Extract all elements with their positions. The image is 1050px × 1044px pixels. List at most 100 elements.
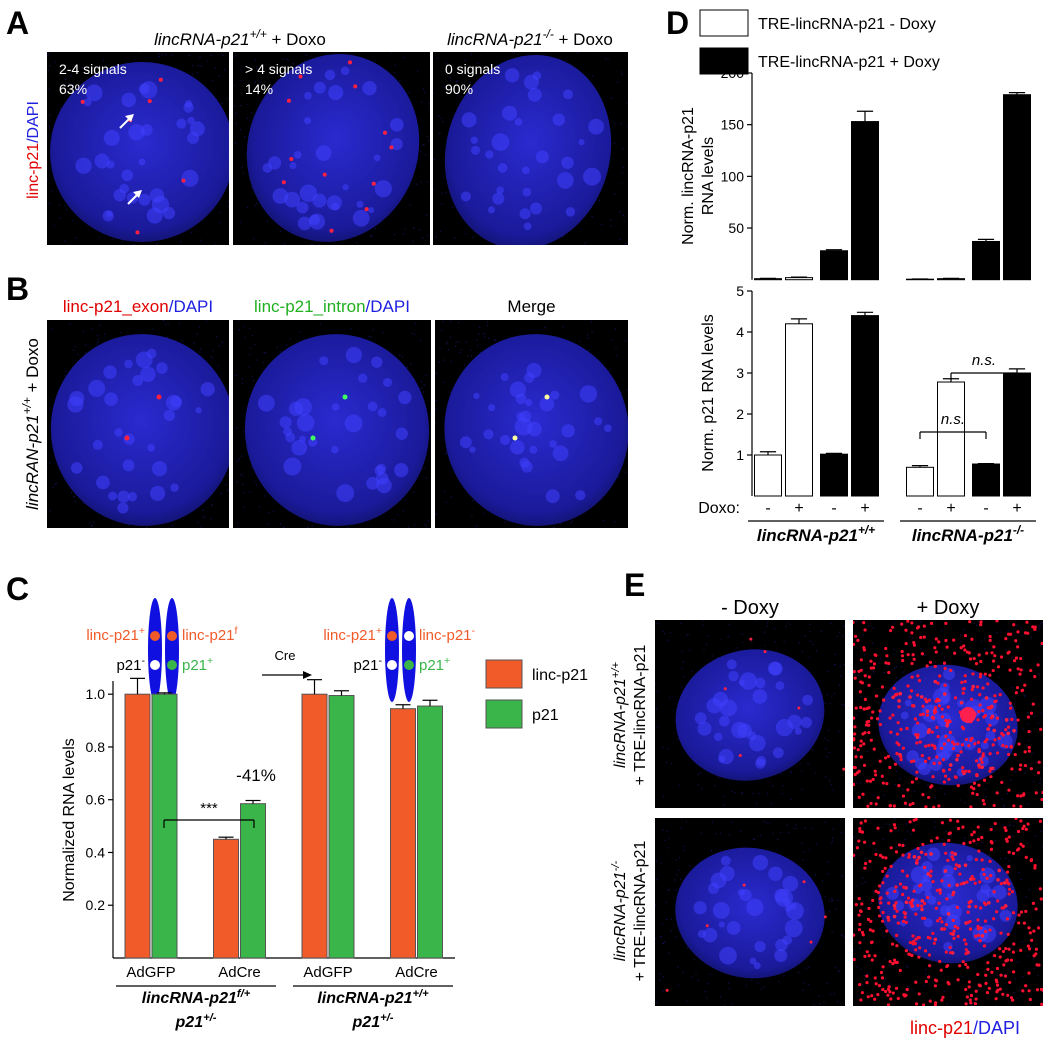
signal — [724, 687, 727, 690]
signal — [929, 870, 932, 873]
noise — [800, 762, 801, 763]
signal — [854, 755, 857, 758]
signal — [906, 788, 909, 791]
signal — [895, 752, 898, 755]
noise — [244, 337, 245, 338]
signal — [956, 742, 959, 745]
noise — [194, 342, 195, 343]
signal — [974, 935, 977, 938]
signal — [1006, 871, 1009, 874]
noise — [1040, 623, 1041, 624]
bar — [418, 706, 443, 958]
noise — [426, 526, 427, 527]
noise — [252, 335, 253, 336]
signal — [881, 976, 884, 979]
signal — [928, 937, 931, 940]
signal — [1027, 989, 1030, 992]
noise — [419, 229, 420, 230]
noise — [64, 240, 65, 241]
noise — [737, 647, 738, 648]
signal — [966, 995, 969, 998]
panel-letter: B — [6, 271, 29, 307]
signal — [997, 869, 1001, 873]
signal — [996, 791, 999, 794]
signal — [985, 652, 988, 655]
signal — [879, 901, 882, 904]
noise — [1040, 779, 1041, 780]
signal — [884, 856, 887, 859]
superscript: + — [139, 625, 145, 637]
noise — [841, 934, 842, 935]
noise — [1015, 978, 1016, 979]
allele — [387, 631, 397, 641]
noise — [662, 747, 663, 748]
signal — [969, 998, 972, 1001]
noise — [813, 1004, 814, 1005]
x-tick-label: - — [831, 500, 836, 517]
label: p21+ — [419, 655, 450, 674]
signal — [854, 635, 857, 638]
signal — [852, 643, 855, 646]
noise — [790, 770, 791, 771]
noise — [258, 506, 259, 507]
noise — [74, 501, 75, 502]
chromocenter — [485, 150, 493, 158]
noise — [796, 828, 797, 829]
y-tick-label: 1 — [736, 447, 744, 463]
signal — [979, 984, 982, 987]
noise — [619, 211, 620, 212]
signal — [996, 989, 999, 992]
noise — [213, 357, 214, 358]
noise — [678, 985, 679, 986]
noise — [882, 932, 883, 933]
noise — [592, 76, 593, 77]
signal — [879, 760, 882, 763]
text-part: lincRNA-p21 — [612, 678, 629, 768]
noise — [824, 821, 825, 822]
signal — [1030, 859, 1033, 862]
chromocenter — [150, 486, 165, 501]
noise — [1025, 896, 1026, 897]
noise — [764, 645, 765, 646]
noise — [49, 510, 50, 511]
noise — [996, 975, 997, 976]
chromocenter — [117, 502, 128, 513]
noise — [791, 799, 792, 800]
chromocenter — [327, 195, 342, 210]
signal — [884, 661, 887, 664]
y-tick-label: 0.6 — [86, 792, 106, 808]
signal — [853, 958, 856, 961]
signal — [941, 708, 944, 711]
noise — [728, 636, 729, 637]
noise — [989, 854, 990, 855]
noise — [371, 336, 372, 337]
x-tick-label: + — [946, 500, 955, 517]
signal — [988, 674, 991, 677]
signal — [1020, 689, 1023, 692]
chromocenter — [152, 461, 167, 476]
text-part: linc-p21_intron — [254, 297, 366, 316]
signal — [964, 963, 967, 966]
chromocenter — [786, 902, 804, 920]
noise — [1021, 941, 1022, 942]
signal — [1037, 964, 1040, 967]
signal — [956, 754, 959, 757]
signal — [933, 745, 936, 748]
noise — [1016, 921, 1017, 922]
noise — [72, 220, 73, 221]
signal — [947, 778, 950, 781]
signal — [870, 739, 873, 742]
noise — [49, 114, 50, 115]
signal — [893, 890, 896, 893]
signal — [1008, 669, 1011, 672]
signal — [904, 802, 907, 805]
signal — [866, 805, 869, 808]
noise — [280, 231, 281, 232]
noise — [856, 966, 857, 967]
signal-cluster — [960, 707, 976, 723]
noise — [1017, 997, 1018, 998]
signal — [911, 802, 914, 805]
signal — [996, 899, 999, 902]
signal — [897, 699, 901, 703]
noise — [512, 52, 513, 53]
